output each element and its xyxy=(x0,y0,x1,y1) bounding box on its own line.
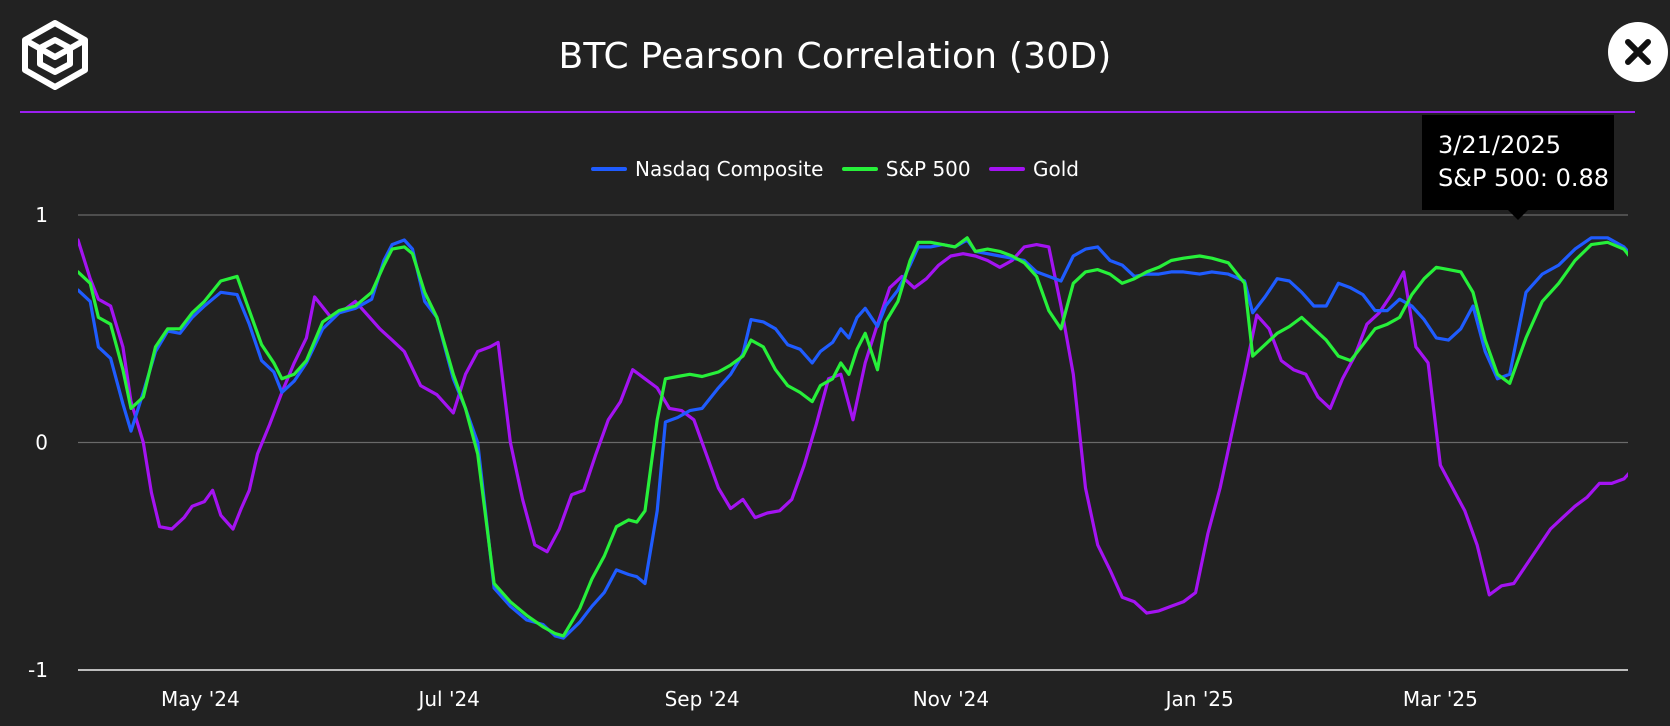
legend-item-gold[interactable]: Gold xyxy=(989,155,1079,183)
series-line-nasdaq-composite xyxy=(78,236,1628,640)
tooltip-pointer xyxy=(1508,210,1528,220)
tooltip-value: S&P 500: 0.88 xyxy=(1438,164,1610,192)
title-divider xyxy=(20,111,1635,113)
chart-tooltip: 3/21/2025 S&P 500: 0.88 xyxy=(1422,115,1614,210)
y-tick-label: -1 xyxy=(28,658,48,682)
legend-label-sp500: S&P 500 xyxy=(885,157,971,181)
x-tick-label: Nov '24 xyxy=(913,687,989,711)
series-line-s-p-500 xyxy=(78,236,1628,638)
page-title: BTC Pearson Correlation (30D) xyxy=(558,36,1112,77)
close-button[interactable] xyxy=(1608,22,1668,82)
close-icon xyxy=(1625,39,1651,65)
x-tick-label: Jan '25 xyxy=(1164,687,1234,711)
legend-swatch-gold xyxy=(989,166,1025,171)
series-line-gold xyxy=(78,238,1628,615)
legend-swatch-sp500 xyxy=(841,166,878,171)
x-tick-label: May '24 xyxy=(161,687,240,711)
x-tick-label: Mar '25 xyxy=(1403,687,1478,711)
tooltip-date: 3/21/2025 xyxy=(1438,131,1562,159)
cube-logo-icon xyxy=(18,18,92,92)
x-tick-label: Jul '24 xyxy=(416,687,479,711)
legend-item-nasdaq[interactable]: Nasdaq Composite xyxy=(591,155,823,183)
legend-item-sp500[interactable]: S&P 500 xyxy=(841,155,971,183)
chart-legend: Nasdaq Composite S&P 500 Gold xyxy=(0,155,1670,183)
y-tick-label: 0 xyxy=(35,431,48,455)
y-tick-label: 1 xyxy=(35,203,48,227)
x-tick-label: Sep '24 xyxy=(665,687,740,711)
legend-swatch-nasdaq xyxy=(591,166,627,171)
legend-label-gold: Gold xyxy=(1033,157,1079,181)
legend-label-nasdaq: Nasdaq Composite xyxy=(635,157,824,181)
